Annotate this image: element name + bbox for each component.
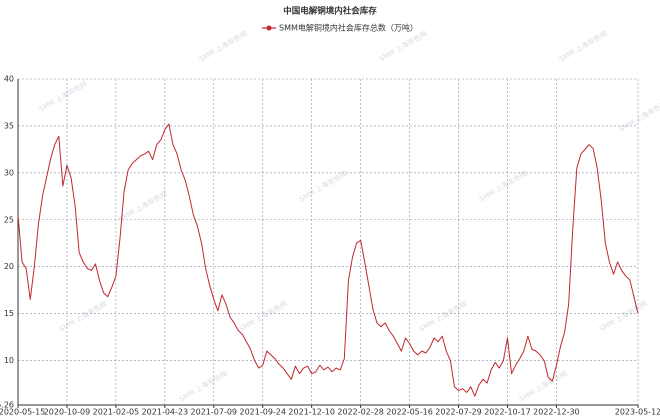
legend: SMM电解铜境内社会库存总数（万吨） [262,23,418,33]
y-tick-label: 15 [4,309,14,318]
x-tick-label: 2023-05-12 [615,408,660,417]
y-tick-label: 40 [4,75,14,84]
x-tick-label: 2022-12-30 [533,408,580,417]
x-tick-label: 2021-09-24 [239,408,286,417]
y-tick-label: 5.26 [0,401,14,410]
y-tick-label: 35 [4,121,14,130]
x-tick-label: 2022-07-29 [435,408,482,417]
x-tick-label: 2021-12-10 [288,408,335,417]
y-tick-label: 20 [4,262,14,271]
x-tick-label: 2021-02-05 [93,408,140,417]
chart-title: 中国电解铜境内社会库存 [283,6,377,17]
x-tick-label: 2021-04-23 [142,408,189,417]
series-line [17,123,639,397]
legend-marker [266,25,272,31]
x-tick-label: 2022-05-16 [386,408,433,417]
x-tick-label: 2021-07-09 [191,408,238,417]
y-tick-label: 25 [4,215,14,224]
x-tick-label: 2022-10-17 [484,408,531,417]
legend-label: SMM电解铜境内社会库存总数（万吨） [279,23,418,33]
y-tick-label: 10 [4,356,14,365]
y-tick-label: 30 [4,168,14,177]
x-tick-label: 2020-10-09 [44,408,91,417]
x-tick-label: 2020-05-15 [0,408,45,417]
x-tick-label: 2022-02-28 [337,408,384,417]
